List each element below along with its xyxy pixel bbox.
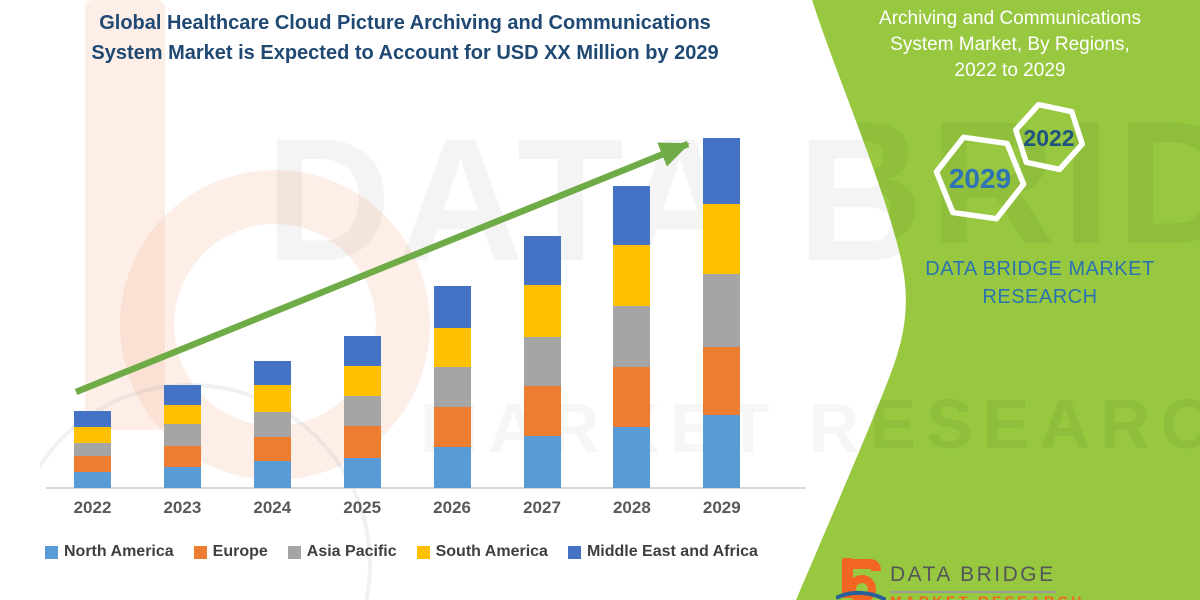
legend-item-europe: Europe bbox=[193, 543, 268, 561]
year-hexagons: 2022 2029 bbox=[933, 101, 1086, 222]
bar-segment-2029-north-america bbox=[703, 415, 741, 488]
bar-segment-2024-europe bbox=[253, 437, 291, 461]
footer-brand-name: DATA BRIDGE bbox=[890, 563, 1056, 593]
bar-segment-2029-asia-pacific bbox=[703, 274, 741, 347]
bar-segment-2024-south-america bbox=[253, 385, 291, 412]
bar-segment-2028-europe bbox=[613, 367, 651, 427]
bar-segment-2024-asia-pacific bbox=[253, 412, 291, 437]
bar-segment-2022-asia-pacific bbox=[74, 443, 111, 456]
bar-segment-2028-south-america bbox=[613, 245, 651, 306]
bar-segment-2025-north-america bbox=[343, 458, 381, 488]
panel-heading-line1: Archiving and Communications bbox=[879, 8, 1141, 29]
panel-heading-line3: 2022 to 2029 bbox=[954, 60, 1066, 81]
x-axis-label-2029: 2029 bbox=[702, 498, 741, 517]
x-axis-label-2024: 2024 bbox=[253, 498, 292, 517]
chart-title-line1: Global Healthcare Cloud Picture Archivin… bbox=[99, 12, 711, 34]
bar-segment-2025-middle-east-and-africa bbox=[343, 336, 381, 366]
bar-segment-2029-middle-east-and-africa bbox=[703, 138, 741, 204]
legend-item-middle-east-and-africa: Middle East and Africa bbox=[567, 543, 758, 561]
bar-segment-2025-europe bbox=[343, 426, 381, 458]
x-axis-label-2022: 2022 bbox=[73, 498, 112, 517]
bar-segment-2023-south-america bbox=[163, 405, 201, 424]
legend-label: Europe bbox=[212, 543, 268, 560]
legend-label: North America bbox=[64, 543, 174, 560]
bar-segment-2025-south-america bbox=[343, 366, 381, 396]
footer-brand-subtitle: MARKET RESEARCH bbox=[890, 593, 1085, 600]
bar-segment-2028-asia-pacific bbox=[613, 306, 651, 367]
panel-heading-line2: System Market, By Regions, bbox=[890, 34, 1130, 55]
bar-segment-2027-asia-pacific bbox=[523, 337, 561, 386]
bar-segment-2025-asia-pacific bbox=[343, 396, 381, 426]
legend-swatch-icon bbox=[45, 545, 58, 559]
bar-segment-2027-europe bbox=[523, 386, 561, 436]
bar-segment-2024-north-america bbox=[253, 461, 291, 488]
legend-label: Middle East and Africa bbox=[586, 543, 758, 560]
panel-watermark-row2: MARKET RESEARCH bbox=[770, 385, 1200, 463]
panel-brand-line2: RESEARCH bbox=[982, 286, 1098, 308]
panel-brand-line1: DATA BRIDGE MARKET bbox=[925, 258, 1155, 280]
bar-segment-2024-middle-east-and-africa bbox=[253, 361, 291, 385]
bar-segment-2023-north-america bbox=[163, 467, 201, 488]
bar-segment-2022-south-america bbox=[74, 427, 111, 443]
bar-segment-2026-north-america bbox=[433, 447, 471, 488]
bar-segment-2022-north-america bbox=[74, 472, 111, 488]
bar-segment-2027-south-america bbox=[523, 285, 561, 337]
chart-legend: North America Europe Asia Pacific South Ame… bbox=[45, 543, 785, 561]
databridge-b-logo-icon bbox=[836, 558, 886, 600]
chart-title: Global Healthcare Cloud Picture Archivin… bbox=[40, 8, 770, 68]
hexagon-2029-icon bbox=[933, 134, 1027, 222]
bar-segment-2022-middle-east-and-africa bbox=[74, 411, 111, 427]
legend-item-north-america: North America bbox=[45, 543, 174, 561]
bar-segment-2027-north-america bbox=[523, 436, 561, 488]
bar-segment-2022-europe bbox=[74, 456, 111, 472]
bar-segment-2026-south-america bbox=[433, 328, 471, 367]
legend-swatch-icon bbox=[193, 545, 207, 559]
x-axis-label-2027: 2027 bbox=[523, 498, 561, 517]
legend-label: Asia Pacific bbox=[306, 543, 397, 560]
legend-item-south-america: South America bbox=[416, 543, 548, 561]
bar-segment-2028-north-america bbox=[613, 427, 651, 488]
bar-segment-2029-south-america bbox=[703, 204, 741, 274]
bar-segment-2023-middle-east-and-africa bbox=[163, 385, 201, 405]
bar-segment-2028-middle-east-and-africa bbox=[613, 186, 651, 245]
legend-swatch-icon bbox=[567, 545, 581, 559]
hexagon-2022-label: 2022 bbox=[1023, 125, 1074, 151]
hexagon-2022-icon bbox=[1012, 101, 1086, 173]
legend-swatch-icon bbox=[416, 545, 430, 559]
bar-segment-2023-europe bbox=[163, 446, 201, 467]
panel-brand-text: DATA BRIDGE MARKET RESEARCH bbox=[900, 255, 1180, 311]
legend-swatch-icon bbox=[287, 545, 301, 559]
side-panel: DATA BRIDGE MARKET RESEARCH bbox=[770, 0, 1200, 600]
x-axis-label-2026: 2026 bbox=[433, 498, 471, 517]
x-axis-line bbox=[46, 487, 806, 489]
bar-segment-2026-asia-pacific bbox=[433, 367, 471, 407]
hexagon-2029-label: 2029 bbox=[949, 163, 1011, 194]
bar-segment-2023-asia-pacific bbox=[163, 424, 201, 446]
x-axis-label-2028: 2028 bbox=[612, 498, 651, 517]
legend-label: South America bbox=[435, 543, 548, 560]
legend-item-asia-pacific: Asia Pacific bbox=[287, 543, 397, 561]
x-axis-label-2025: 2025 bbox=[343, 498, 382, 517]
bar-segment-2029-europe bbox=[703, 347, 741, 415]
panel-heading: Archiving and Communications System Mark… bbox=[845, 6, 1175, 84]
x-axis-label-2023: 2023 bbox=[163, 498, 202, 517]
side-panel-shape bbox=[796, 0, 1200, 600]
bar-segment-2027-middle-east-and-africa bbox=[523, 236, 561, 285]
bar-segment-2026-middle-east-and-africa bbox=[433, 286, 471, 328]
bar-segment-2026-europe bbox=[433, 407, 471, 447]
chart-title-line2: System Market is Expected to Account for… bbox=[91, 42, 719, 64]
